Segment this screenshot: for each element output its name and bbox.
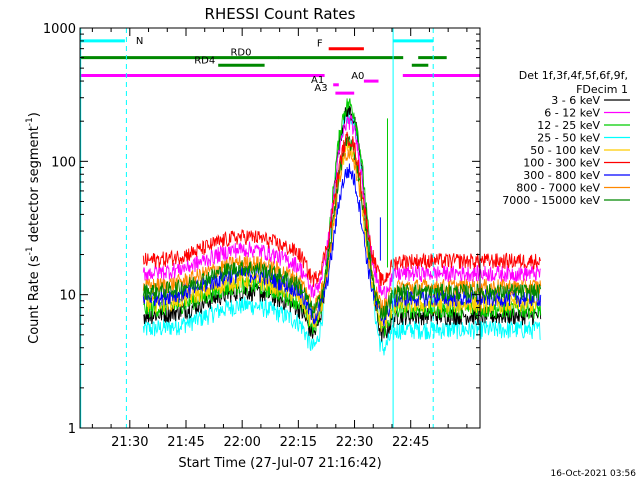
y-axis-label-sup2: -1 [25, 117, 35, 126]
legend-label: 100 - 300 keV [523, 157, 600, 170]
flag-label: RD0 [230, 48, 251, 59]
series-line [142, 114, 541, 300]
legend-label: 12 - 25 keV [537, 119, 600, 132]
chart-title: RHESSI Count Rates [205, 5, 356, 23]
x-axis-label: Start Time (27-Jul-07 21:16:42) [178, 456, 381, 471]
data-series [142, 98, 542, 356]
flag-label: A3 [314, 83, 327, 94]
x-tick-label: 22:15 [280, 435, 317, 450]
legend-label: 6 - 12 keV [544, 107, 600, 120]
attenuator-vlines [80, 28, 434, 428]
legend: Det 1f,3f,4f,5f,6f,9f,FDecim 13 - 6 keV6… [502, 69, 630, 207]
flag-label: RD4 [194, 55, 215, 66]
y-axis-label-sup1: -1 [25, 246, 35, 255]
flag-label: A0 [351, 71, 364, 82]
y-tick-label: 1000 [43, 22, 76, 37]
x-tick-label: 22:00 [223, 435, 260, 450]
flag-label: N [136, 36, 143, 47]
x-tick-label: 22:45 [392, 435, 429, 450]
x-tick-label: 22:30 [336, 435, 373, 450]
flag-label: F [317, 39, 323, 50]
y-axis-label-main: Count Rate (s [27, 255, 42, 344]
legend-label: 50 - 100 keV [530, 144, 600, 157]
legend-label: 300 - 800 keV [523, 169, 600, 182]
y-axis-label-mid: detector segment [27, 126, 42, 246]
y-tick-label: 1 [68, 422, 76, 437]
y-axis-label-end: ) [27, 112, 42, 117]
plot-frame [79, 27, 481, 429]
series-line [142, 131, 542, 288]
y-axis-label: Count Rate (s-1 detector segment-1) [25, 112, 42, 344]
legend-title: Det 1f,3f,4f,5f,6f,9f, [519, 69, 628, 82]
series-line [142, 147, 542, 316]
legend-label: 7000 - 15000 keV [502, 194, 600, 207]
legend-label: 25 - 50 keV [537, 132, 600, 145]
flag-label: A1 [311, 75, 324, 86]
x-tick-label: 21:45 [167, 435, 204, 450]
y-tick-label: 10 [59, 289, 76, 304]
y-tick-label: 100 [51, 155, 76, 170]
legend-label: 3 - 6 keV [551, 94, 600, 107]
legend-title: FDecim 1 [576, 83, 628, 96]
plot-timestamp: 16-Oct-2021 03:56 [551, 469, 637, 479]
axes: 21:30 21:45 22:00 22:15 22:30 22:45 1 10 100 1000 [43, 22, 480, 450]
x-tick-label: 21:30 [111, 435, 148, 450]
legend-label: 800 - 7000 keV [516, 182, 600, 195]
